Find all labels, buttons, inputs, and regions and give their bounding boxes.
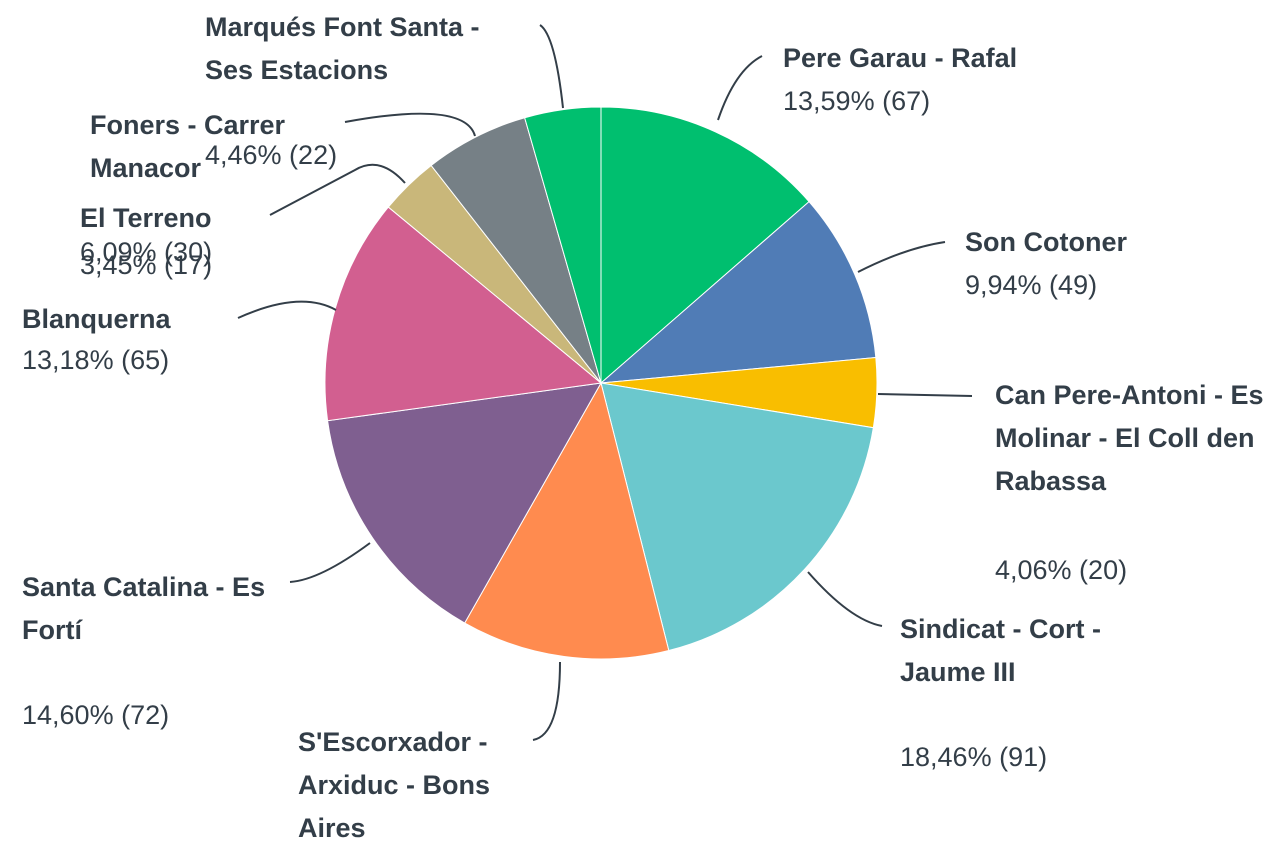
- leader-line: [857, 241, 946, 273]
- leader-line: [877, 393, 973, 397]
- leader-line: [807, 571, 883, 627]
- leader-lines: [237, 24, 973, 741]
- pie-slice: [599, 200, 877, 384]
- slice-label: Can Pere-Antoni - Es Molinar - El Coll d…: [995, 380, 1264, 496]
- leader-line: [289, 542, 371, 583]
- slice-label: Sindicat - Cort - Jaume III: [900, 614, 1101, 687]
- slice-label: Pere Garau - Rafal: [783, 43, 1018, 73]
- value-label: 18,46% (91): [900, 742, 1048, 772]
- leader-line: [532, 661, 561, 741]
- value-label: 13,18% (65): [22, 345, 170, 375]
- leader-line: [344, 112, 476, 137]
- value-label: 4,06% (20): [995, 555, 1128, 585]
- pie-slice: [600, 382, 874, 652]
- pie: [324, 106, 878, 660]
- slice-label: Santa Catalina - Es Fortí: [22, 572, 266, 645]
- value-label: 14,60% (72): [22, 700, 170, 730]
- slice-label: S'Escorxador - Arxiduc - Bons Aires: [298, 727, 491, 843]
- slice-label: Marqués Font Santa - Ses Estacions: [205, 12, 480, 85]
- leader-line: [539, 24, 564, 109]
- slice-label: Foners - Carrer Manacor: [90, 110, 286, 183]
- pie-slice: [327, 382, 602, 624]
- slice-label: Blanquerna: [22, 304, 171, 334]
- leader-line: [717, 55, 763, 121]
- value-label: 4,46% (22): [205, 140, 338, 170]
- pie-slice: [524, 106, 602, 384]
- pie-slice: [464, 381, 670, 660]
- pie-slice: [324, 206, 603, 422]
- leader-line: [237, 300, 337, 319]
- slice-label: El Terreno: [80, 203, 212, 233]
- slice-label: Son Cotoner: [965, 227, 1127, 257]
- leader-line: [269, 163, 406, 216]
- value-label: 3,45% (17): [80, 250, 213, 280]
- value-label: 13,59% (67): [783, 86, 931, 116]
- value-label: 6,09% (30): [80, 237, 213, 267]
- value-label: 9,94% (49): [965, 270, 1098, 300]
- pie-slice: [600, 106, 810, 385]
